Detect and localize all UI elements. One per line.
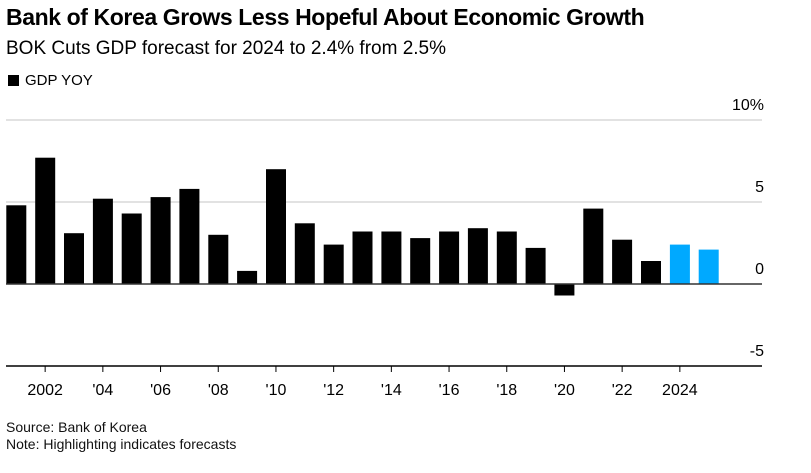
bar xyxy=(323,244,344,284)
bar xyxy=(150,197,171,284)
x-tick-label: '12 xyxy=(323,382,344,399)
y-tick-label: -5 xyxy=(750,343,764,360)
x-tick-label: '22 xyxy=(612,382,633,399)
bar xyxy=(35,157,56,284)
bar xyxy=(496,231,517,284)
bar xyxy=(64,233,84,284)
bar xyxy=(208,234,229,284)
axes: 10% 5 0 -5 2002 '04 '06 '08 '10 '12 '14 '16 '18 '20 '2… xyxy=(6,97,764,399)
bar xyxy=(294,223,315,284)
x-tick-label: '16 xyxy=(439,382,460,399)
bars xyxy=(6,157,719,296)
x-tick-label: 2002 xyxy=(27,382,63,399)
chart-subtitle: BOK Cuts GDP forecast for 2024 to 2.4% f… xyxy=(6,38,447,59)
legend-swatch xyxy=(8,75,19,86)
bar xyxy=(641,261,661,284)
x-tick-label: '10 xyxy=(266,382,287,399)
source-note: Source: Bank of Korea xyxy=(6,419,147,435)
forecast-note: Note: Highlighting indicates forecasts xyxy=(6,436,237,452)
x-tick-label: '04 xyxy=(92,382,113,399)
bar xyxy=(439,231,460,284)
bar xyxy=(121,213,142,284)
gridlines xyxy=(6,119,762,203)
bar xyxy=(266,169,286,284)
y-tick-label: 10% xyxy=(732,97,764,114)
x-tick-label: '06 xyxy=(150,382,171,399)
x-tick-label: '08 xyxy=(208,382,229,399)
legend-label: GDP YOY xyxy=(25,72,93,89)
bar xyxy=(92,198,113,284)
bar xyxy=(381,231,402,284)
y-tick-label: 5 xyxy=(755,179,764,196)
x-tick-label: 2024 xyxy=(662,382,698,399)
x-tick-label: '20 xyxy=(554,382,575,399)
bar xyxy=(237,270,258,284)
bar xyxy=(525,247,546,284)
bar xyxy=(179,188,200,284)
x-tick-label: '14 xyxy=(381,382,402,399)
bar xyxy=(352,231,373,284)
bar xyxy=(583,208,604,284)
footer: Source: Bank of Korea Note: Highlighting… xyxy=(6,419,236,453)
forecast-bar xyxy=(698,249,719,284)
bar xyxy=(554,284,575,296)
bar xyxy=(612,239,633,284)
x-tick-label: '18 xyxy=(496,382,517,399)
y-tick-label: 0 xyxy=(755,261,764,278)
forecast-bar xyxy=(669,244,690,284)
legend: GDP YOY xyxy=(8,72,93,89)
bar xyxy=(6,205,27,284)
chart-title: Bank of Korea Grows Less Hopeful About E… xyxy=(6,4,645,30)
bar xyxy=(467,228,488,284)
bar xyxy=(410,238,431,284)
